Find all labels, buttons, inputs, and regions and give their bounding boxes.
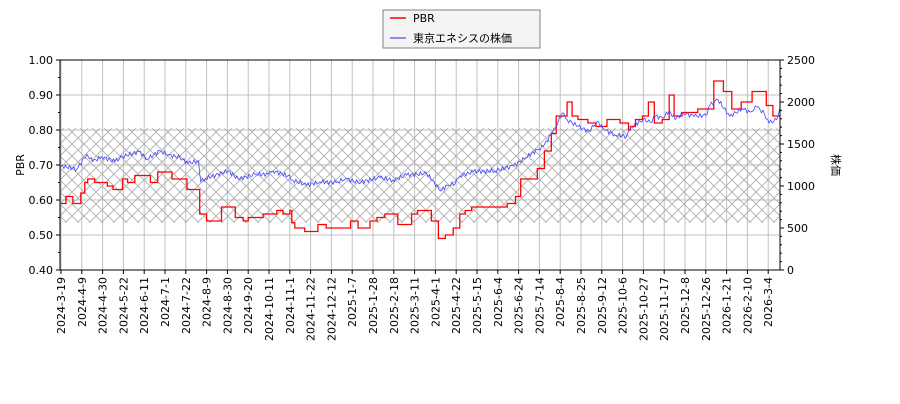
x-tick-label: 2025-9-12: [596, 277, 609, 334]
x-tick-label: 2024-4-30: [97, 277, 110, 334]
left-tick-label: 0.90: [29, 89, 54, 102]
x-tick-label: 2024-8-9: [201, 277, 214, 327]
x-tick-label: 2025-7-14: [533, 277, 546, 334]
series-lines: [60, 80, 780, 240]
left-tick-label: 0.80: [29, 124, 54, 137]
x-tick-label: 2025-4-22: [450, 277, 463, 334]
axes: 0.40 0.50 0.60 0.70 0.80 0.90 1.00 0 500 1000 1500…: [29, 54, 816, 341]
x-tick-label: 2024-11-1: [284, 277, 297, 334]
x-tick-label: 2024-4-9: [76, 277, 89, 327]
left-tick-label: 1.00: [29, 54, 54, 67]
right-axis-label: 株価: [829, 154, 843, 176]
price-line: [60, 98, 780, 192]
left-tick-label: 0.60: [29, 194, 54, 207]
hatched-band: [60, 128, 780, 223]
x-tick-label: 2025-12-26: [700, 277, 713, 341]
x-tick-label: 2024-12-12: [325, 277, 338, 341]
x-tick-label: 2024-7-1: [159, 277, 172, 327]
x-tick-label: 2025-5-15: [471, 277, 484, 334]
x-tick-label: 2025-1-7: [346, 277, 359, 327]
x-tick-label: 2024-10-11: [263, 277, 276, 341]
legend-label-price: 東京エネシスの株価: [413, 31, 512, 45]
x-tick-label: 2024-11-22: [305, 277, 318, 341]
x-tick-label: 2025-11-17: [658, 277, 671, 341]
x-tick-label: 2025-2-18: [388, 277, 401, 334]
left-tick-label: 0.70: [29, 159, 54, 172]
right-tick-label: 0: [787, 264, 794, 277]
x-tick-label: 2026-1-21: [721, 277, 734, 334]
x-tick-label: 2025-6-4: [492, 277, 505, 327]
x-tick-label: 2026-2-10: [741, 277, 754, 334]
x-tick-label: 2025-12-8: [679, 277, 692, 334]
right-tick-label: 2500: [787, 54, 815, 67]
legend-label-pbr: PBR: [413, 12, 435, 25]
right-tick-label: 500: [787, 222, 808, 235]
left-axis-label: PBR: [14, 154, 27, 176]
x-tick-label: 2024-7-22: [180, 277, 193, 334]
right-tick-label: 2000: [787, 96, 815, 109]
x-tick-label: 2024-6-11: [138, 277, 151, 334]
x-tick-label: 2024-9-20: [242, 277, 255, 334]
left-tick-label: 0.50: [29, 229, 54, 242]
x-tick-label: 2024-3-19: [55, 277, 68, 334]
x-tick-label: 2025-1-28: [367, 277, 380, 334]
right-tick-label: 1000: [787, 180, 815, 193]
x-tick-label: 2025-8-25: [575, 277, 588, 334]
x-tick-label: 2024-5-22: [117, 277, 130, 334]
x-tick-label: 2025-10-27: [637, 277, 650, 341]
x-tick-label: 2025-8-4: [554, 277, 567, 327]
x-tick-label: 2025-4-1: [429, 277, 442, 327]
right-tick-label: 1500: [787, 138, 815, 151]
legend: PBR 東京エネシスの株価: [382, 9, 541, 49]
x-tick-label: 2026-3-4: [762, 277, 775, 327]
x-tick-label: 2025-10-6: [617, 277, 630, 334]
x-tick-label: 2025-3-11: [409, 277, 422, 334]
left-tick-label: 0.40: [29, 264, 54, 277]
pbr-line: [61, 80, 780, 240]
x-tick-label: 2024-8-30: [221, 277, 234, 334]
x-tick-label: 2025-6-24: [513, 277, 526, 334]
